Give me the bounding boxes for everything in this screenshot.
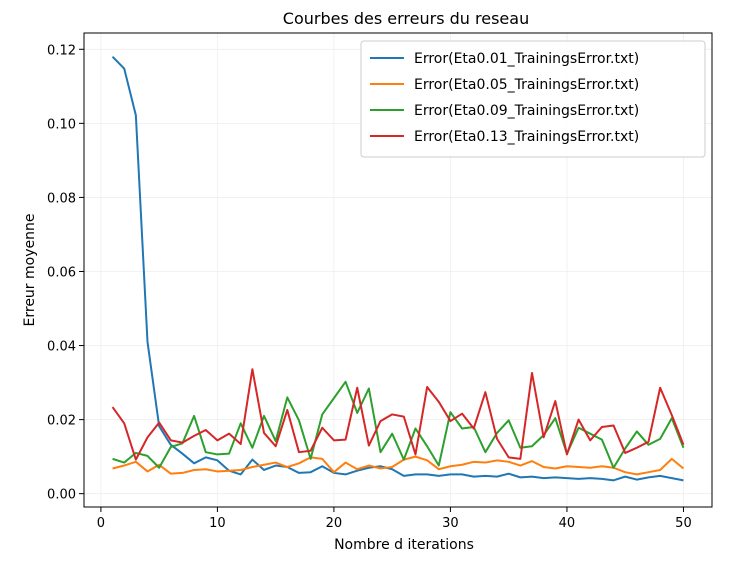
x-tick-label: 0 bbox=[97, 516, 105, 531]
series-line-1 bbox=[112, 455, 685, 476]
series-line-0 bbox=[111, 55, 684, 482]
y-tick-label: 0.02 bbox=[47, 414, 76, 429]
y-tick-label: 0.12 bbox=[47, 43, 76, 58]
x-tick-label: 30 bbox=[442, 516, 459, 531]
x-tick-label: 20 bbox=[326, 516, 343, 531]
chart-title: Courbes des erreurs du reseau bbox=[283, 9, 529, 28]
series-layer bbox=[111, 55, 685, 482]
legend-label-3: Error(Eta0.13_TrainingsError.txt) bbox=[414, 129, 639, 145]
x-axis: 0 10 20 30 40 50 bbox=[97, 507, 692, 531]
y-axis: 0.00 0.02 0.04 0.06 0.08 0.10 0.12 bbox=[47, 43, 84, 503]
y-tick-label: 0.06 bbox=[47, 265, 76, 280]
y-tick-label: 0.10 bbox=[47, 117, 76, 132]
legend-label-0: Error(Eta0.01_TrainingsError.txt) bbox=[414, 51, 639, 67]
y-tick-label: 0.08 bbox=[47, 191, 76, 206]
x-tick-label: 50 bbox=[675, 516, 692, 531]
legend: Error(Eta0.01_TrainingsError.txt) Error(E… bbox=[360, 40, 706, 158]
legend-box bbox=[360, 40, 706, 158]
x-tick-label: 10 bbox=[209, 516, 226, 531]
grid bbox=[84, 33, 712, 507]
y-tick-label: 0.04 bbox=[47, 340, 76, 355]
y-tick-label: 0.00 bbox=[47, 488, 76, 503]
x-axis-label: Nombre d iterations bbox=[334, 537, 474, 553]
series-line-2 bbox=[112, 380, 685, 469]
legend-label-1: Error(Eta0.05_TrainingsError.txt) bbox=[414, 77, 639, 93]
x-tick-label: 40 bbox=[559, 516, 576, 531]
y-axis-label: Erreur moyenne bbox=[22, 214, 38, 327]
legend-label-2: Error(Eta0.09_TrainingsError.txt) bbox=[414, 103, 639, 119]
series-line-3 bbox=[111, 368, 685, 461]
plot-area-frame bbox=[83, 32, 713, 508]
